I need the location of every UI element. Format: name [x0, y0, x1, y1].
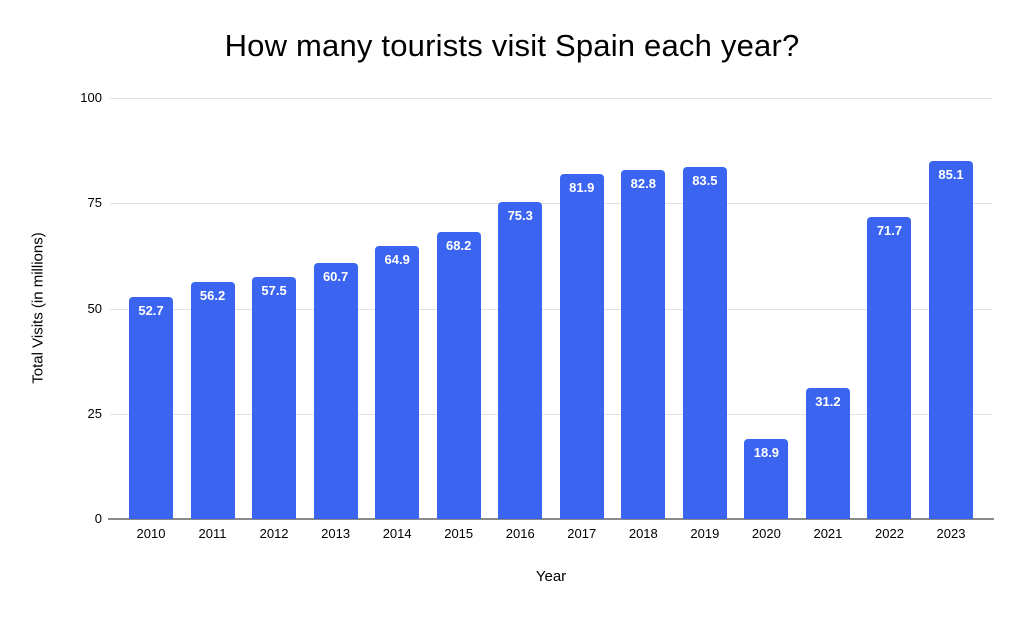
x-tick-label: 2016: [505, 526, 535, 541]
bar-2013: 60.7: [313, 263, 358, 519]
bar-2015: 68.2: [436, 231, 481, 519]
gridline: [110, 413, 992, 415]
bar-2014: 64.9: [375, 245, 420, 519]
x-tick-label: 2023: [936, 526, 966, 541]
gridline: [110, 98, 992, 99]
y-tick-label: 75: [87, 195, 102, 211]
x-tick-label: 2010: [136, 526, 166, 541]
bar-value-label: 83.5: [692, 173, 718, 189]
bar-value-label: 68.2: [446, 237, 472, 253]
x-tick-label: 2014: [382, 526, 412, 541]
bar-2016: 75.3: [498, 201, 543, 519]
bar-value-label: 85.1: [938, 166, 964, 182]
x-tick-label: 2022: [875, 526, 904, 541]
x-axis-line: [108, 518, 994, 520]
y-tick-label: 100: [80, 90, 102, 105]
bar-2010: 52.7: [129, 297, 173, 519]
bar-2023: 85.1: [929, 160, 974, 519]
bar-2020: 18.9: [744, 439, 789, 519]
x-tick-label: 2017: [567, 526, 597, 541]
bar-value-label: 81.9: [569, 180, 595, 196]
bar-value-label: 64.9: [384, 251, 410, 267]
chart-title: How many tourists visit Spain each year?: [224, 28, 800, 63]
bar-value-label: 56.2: [199, 288, 226, 304]
gridline: [110, 203, 992, 205]
x-tick-label: 2012: [259, 526, 289, 541]
bar-2019: 83.5: [682, 167, 727, 519]
x-tick-label: 2013: [321, 526, 351, 541]
x-tick-label: 2011: [198, 526, 227, 541]
y-tick-label: 25: [87, 405, 102, 421]
bar-value-label: 31.2: [815, 393, 841, 409]
gridline: [110, 308, 992, 310]
bar-value-label: 71.7: [876, 223, 903, 239]
bar-2021: 31.2: [805, 387, 850, 519]
bar-2017: 81.9: [559, 174, 604, 519]
bar-value-label: 18.9: [753, 445, 780, 461]
bar-2018: 82.8: [621, 170, 666, 519]
bar-value-label: 57.5: [261, 282, 287, 298]
x-tick-label: 2015: [444, 526, 474, 541]
x-tick-label: 2018: [628, 526, 658, 541]
bar-2022: 71.7: [867, 217, 912, 519]
bar-value-label: 82.8: [630, 176, 656, 192]
x-tick-label: 2021: [813, 526, 843, 541]
bar-2011: 56.2: [190, 282, 235, 519]
bar-value-label: 60.7: [322, 269, 349, 285]
x-axis-title: Year: [535, 568, 567, 585]
y-tick-label: 0: [94, 511, 102, 526]
x-tick-label: 2020: [751, 526, 781, 541]
bar-value-label: 52.7: [138, 303, 164, 319]
bar-2012: 57.5: [252, 276, 297, 519]
x-tick-label: 2019: [690, 526, 720, 541]
bar-value-label: 75.3: [507, 207, 533, 223]
y-tick-label: 50: [87, 300, 102, 316]
